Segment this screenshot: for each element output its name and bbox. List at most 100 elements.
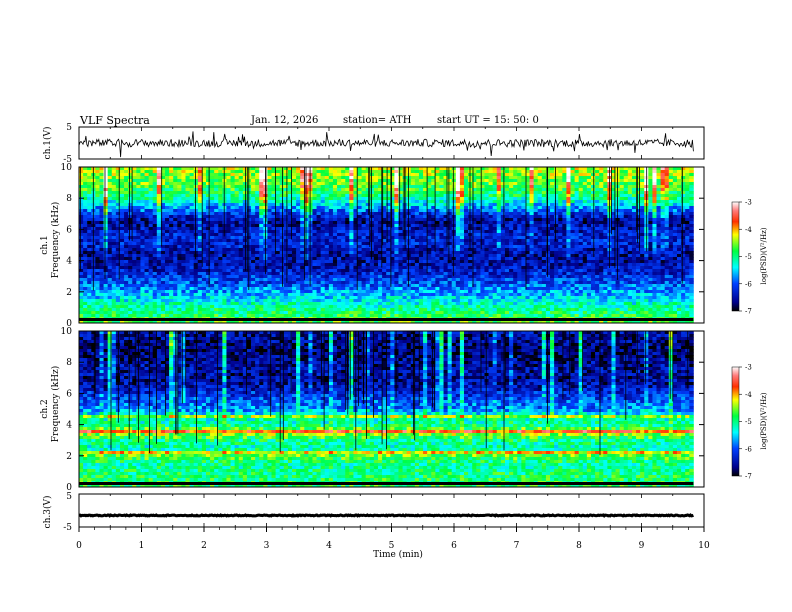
spectrogram-cell xyxy=(156,245,162,249)
spectrogram-cell xyxy=(509,203,514,207)
spectrogram-cell xyxy=(226,212,231,216)
spectrogram-cell xyxy=(99,194,104,198)
spectrogram-cell xyxy=(124,254,129,258)
spectrogram-cell xyxy=(406,194,412,198)
spectrogram-cell xyxy=(550,209,555,213)
spectrogram-cell xyxy=(451,263,457,267)
spectrogram-cell xyxy=(210,209,215,213)
spectrogram-cell xyxy=(689,230,694,234)
spectrogram-cell xyxy=(386,263,391,267)
spectrogram-cell xyxy=(156,170,162,174)
spectrogram-cell xyxy=(660,263,666,267)
spectrogram-cell xyxy=(107,197,113,201)
spectrogram-cell xyxy=(148,257,154,261)
spectrogram-cell xyxy=(275,209,281,213)
spectrogram-cell xyxy=(251,254,256,258)
spectrogram-cell xyxy=(148,212,154,216)
spectrogram-cell xyxy=(480,197,485,201)
spectrogram-cell xyxy=(545,173,551,177)
spectrogram-cell xyxy=(152,233,158,237)
spectrogram-cell xyxy=(586,197,592,201)
spectrogram-cell xyxy=(672,185,678,189)
spectrogram-cell xyxy=(373,260,379,264)
spectrogram-cell xyxy=(185,203,190,207)
spectrogram-cell xyxy=(119,197,125,201)
spectrogram-cell xyxy=(566,221,571,225)
spectrogram-cell xyxy=(107,188,113,192)
spectrogram-cell xyxy=(378,263,383,267)
spectrogram-cell xyxy=(205,179,211,183)
spectrogram-cell xyxy=(586,209,592,213)
spectrogram-cell xyxy=(345,212,350,216)
spectrogram-cell xyxy=(586,185,592,189)
spectrogram-cell xyxy=(476,245,481,249)
spectrogram-cell xyxy=(373,176,379,180)
spectrogram-cell xyxy=(636,185,641,189)
spectrogram-cell xyxy=(640,236,645,240)
spectrogram-cell xyxy=(550,260,555,264)
spectrogram-cell xyxy=(529,194,535,198)
spectrogram-cell xyxy=(328,176,334,180)
spectrogram-cell xyxy=(316,233,322,237)
spectrogram-cell xyxy=(332,221,338,225)
spectrogram-cell xyxy=(423,173,428,177)
spectrogram-cell xyxy=(238,215,244,219)
spectrogram-cell xyxy=(562,260,567,264)
spectrogram-cell xyxy=(451,197,457,201)
spectrogram-cell xyxy=(271,185,276,189)
spectrogram-cell xyxy=(111,179,117,183)
spectrogram-cell xyxy=(148,209,154,213)
spectrogram-cell xyxy=(197,167,203,171)
spectrogram-cell xyxy=(656,209,662,213)
spectrogram-cell xyxy=(574,224,580,228)
spectrogram-cell xyxy=(332,179,338,183)
spectrogram-cell xyxy=(226,248,231,252)
spectrogram-cell xyxy=(349,230,354,234)
spectrogram-cell xyxy=(79,263,84,267)
spectrogram-cell xyxy=(251,206,256,210)
spectrogram-cell xyxy=(443,248,449,252)
spectrogram-cell xyxy=(558,185,563,189)
spectrogram-cell xyxy=(275,263,281,267)
spectrogram-cell xyxy=(644,257,649,261)
spectrogram-cell xyxy=(341,209,346,213)
spectrogram-cell xyxy=(341,218,346,222)
spectrogram-cell xyxy=(189,170,195,174)
spectrogram-cell xyxy=(504,203,510,207)
spectrogram-cell xyxy=(652,245,657,249)
spectrogram-cell xyxy=(423,185,428,189)
spectrogram-cell xyxy=(291,263,297,267)
spectrogram-cell xyxy=(406,209,412,213)
spectrogram-cell xyxy=(296,212,301,216)
spectrogram-cell xyxy=(541,200,547,204)
spectrogram-cell xyxy=(353,200,358,204)
spectrogram-cell xyxy=(640,233,645,237)
spectrogram-cell xyxy=(201,227,207,231)
spectrogram-cell xyxy=(623,230,629,234)
spectrogram-cell xyxy=(582,263,588,267)
spectrogram-cell xyxy=(562,170,567,174)
spectrogram-cell xyxy=(648,233,653,237)
spectrogram-cell xyxy=(582,176,588,180)
spectrogram-cell xyxy=(545,209,551,213)
spectrogram-cell xyxy=(205,224,211,228)
spectrogram-cell xyxy=(631,251,637,255)
spectrogram-cell xyxy=(640,245,645,249)
spectrogram-cell xyxy=(504,230,510,234)
spectrogram-cell xyxy=(513,254,518,258)
spectrogram-cell xyxy=(545,191,551,195)
spectrogram-cell xyxy=(590,233,596,237)
spectrogram-cell xyxy=(251,188,256,192)
spectrogram-cell xyxy=(509,242,514,246)
spectrogram-cell xyxy=(554,236,559,240)
spectrogram-cell xyxy=(476,203,481,207)
spectrogram-cell xyxy=(177,263,182,267)
spectrogram-cell xyxy=(173,173,178,177)
spectrogram-cell xyxy=(103,224,109,228)
spectrogram-cell xyxy=(681,233,686,237)
spectrogram-cell xyxy=(627,254,633,258)
spectrogram-cell xyxy=(427,188,432,192)
spectrogram-cell xyxy=(197,233,203,237)
spectrogram-cell xyxy=(554,182,559,186)
spectrogram-cell xyxy=(631,179,637,183)
